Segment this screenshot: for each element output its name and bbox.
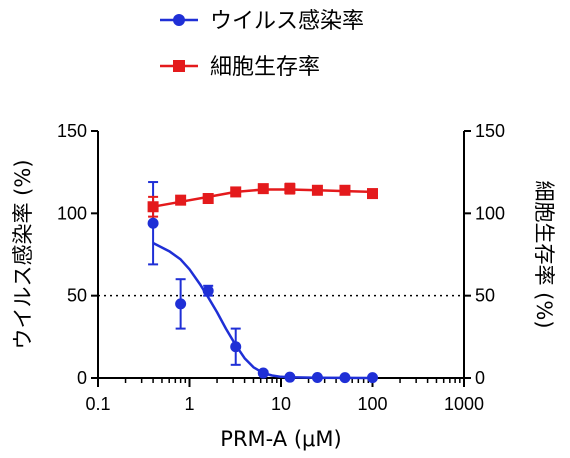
data-point-viability: [257, 183, 269, 195]
data-point-viability: [339, 184, 351, 196]
data-point-viability: [175, 194, 187, 206]
y-tick-label-left: 150: [57, 121, 87, 141]
data-point-infection: [175, 298, 187, 310]
y-tick-label-right: 50: [475, 286, 495, 306]
x-tick-label: 0.1: [85, 394, 110, 414]
y-tick-label-left: 100: [57, 203, 87, 223]
x-tick-label: 10: [271, 394, 291, 414]
data-point-infection: [284, 371, 296, 383]
data-point-infection: [367, 372, 378, 384]
y-tick-label-right: 150: [475, 121, 505, 141]
x-tick-label: 100: [357, 394, 387, 414]
y-tick-label-left: 50: [67, 286, 87, 306]
legend: ウイルス感染率 細胞生存率: [160, 9, 364, 80]
data-point-viability: [367, 188, 378, 200]
data-point-viability: [202, 193, 214, 205]
data-point-infection: [339, 372, 351, 384]
legend-label-infection: ウイルス感染率: [210, 9, 364, 34]
y-axis-label-right: 細胞生存率 (%): [532, 180, 556, 328]
legend-label-viability: 細胞生存率: [210, 55, 320, 80]
data-point-infection: [311, 372, 323, 384]
data-point-infection: [230, 341, 242, 353]
x-tick-label: 1000: [444, 394, 484, 414]
x-tick-label: 1: [184, 394, 194, 414]
data-point-infection: [257, 367, 269, 379]
y-tick-label-right: 0: [475, 368, 485, 388]
legend-marker-viability: [173, 60, 185, 72]
y-axis-label-left: ウイルス感染率 (%): [11, 159, 35, 349]
legend-marker-infection: [173, 14, 185, 26]
fit-curve-infection: [152, 241, 373, 380]
data-point-viability: [284, 183, 296, 195]
y-tick-label-left: 0: [77, 368, 87, 388]
y-tick-label-right: 100: [475, 203, 505, 223]
fit-curves: [152, 188, 373, 380]
x-axis-label: PRM-A (μM): [220, 427, 341, 451]
data-point-infection: [202, 285, 214, 297]
data-point-infection: [147, 217, 159, 229]
data-point-viability: [230, 186, 242, 198]
data-point-viability: [147, 201, 159, 213]
data-marks: [147, 181, 378, 384]
ticks: 0 50 100 150 0 50 100 150 0.1 1 10 100 1000: [57, 121, 505, 414]
data-point-viability: [311, 184, 323, 196]
